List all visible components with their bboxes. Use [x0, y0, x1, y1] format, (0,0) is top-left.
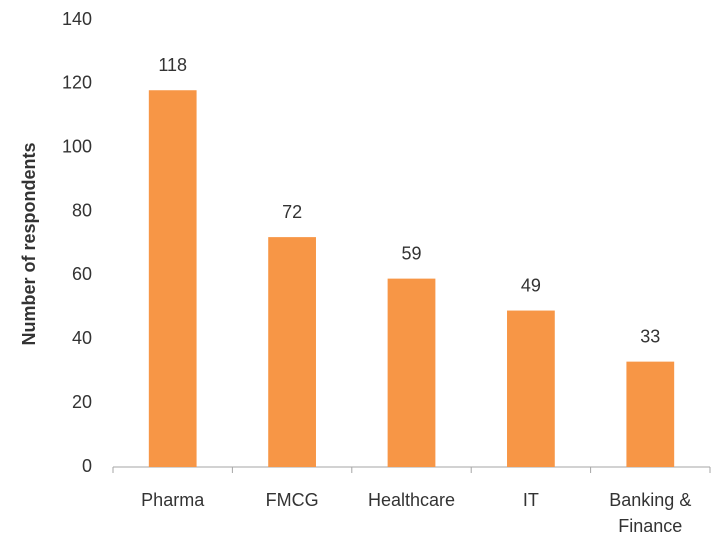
y-tick-label: 140 — [62, 9, 92, 29]
bar — [507, 310, 555, 467]
x-tick-label: Pharma — [141, 490, 205, 510]
x-tick-label: FMCG — [265, 490, 319, 510]
bar — [148, 90, 197, 467]
x-tick-label: IT — [522, 490, 539, 510]
data-label: 33 — [640, 326, 660, 346]
y-tick-label: 20 — [72, 392, 92, 412]
bar — [626, 361, 675, 467]
bar — [387, 278, 436, 467]
y-tick-label: 60 — [72, 264, 92, 284]
data-label: 118 — [158, 55, 187, 75]
data-label: 72 — [282, 202, 302, 222]
bar — [268, 237, 316, 467]
data-label: 59 — [401, 243, 421, 263]
y-tick-label: 40 — [72, 328, 92, 348]
y-tick-label: 80 — [72, 200, 92, 220]
y-axis-title: Number of respondents — [19, 142, 39, 345]
y-tick-label: 100 — [62, 136, 92, 156]
y-tick-label: 120 — [62, 73, 92, 93]
x-tick-label: Healthcare — [367, 490, 456, 510]
y-tick-label: 0 — [82, 456, 92, 476]
data-label: 49 — [521, 275, 541, 295]
x-tick-label: Banking & Finance — [609, 490, 692, 536]
